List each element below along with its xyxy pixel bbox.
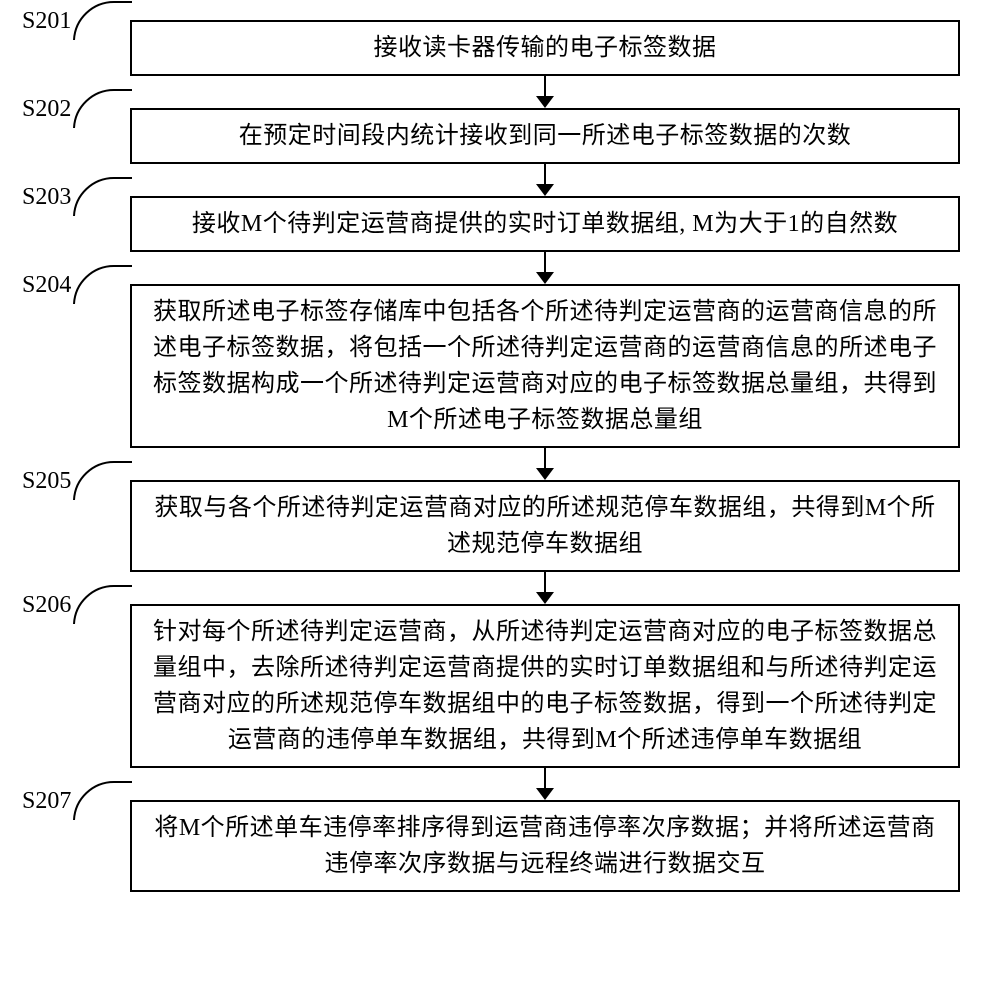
- label-connector-s206: [72, 584, 134, 631]
- step-text-s205: 获取与各个所述待判定运营商对应的所述规范停车数据组，共得到M个所述规范停车数据组: [150, 490, 940, 562]
- step-label-s204: S204: [22, 272, 71, 299]
- step-text-s202: 在预定时间段内统计接收到同一所述电子标签数据的次数: [239, 118, 852, 154]
- step-box-s203: 接收M个待判定运营商提供的实时订单数据组, M为大于1的自然数: [130, 196, 960, 252]
- step-label-s201: S201: [22, 8, 71, 35]
- step-label-s202: S202: [22, 96, 71, 123]
- step-label-s206: S206: [22, 592, 71, 619]
- label-connector-s205: [72, 460, 134, 507]
- flowchart-canvas: S201 接收读卡器传输的电子标签数据 S202 在预定时间段内统计接收到同一所述电…: [0, 0, 1000, 991]
- step-box-s204: 获取所述电子标签存储库中包括各个所述待判定运营商的运营商信息的所述电子标签数据，…: [130, 284, 960, 448]
- arrow-s205-to-s206: [525, 572, 565, 604]
- arrow-s203-to-s204: [525, 252, 565, 284]
- step-box-s205: 获取与各个所述待判定运营商对应的所述规范停车数据组，共得到M个所述规范停车数据组: [130, 480, 960, 572]
- label-connector-s202: [72, 88, 134, 135]
- arrow-s206-to-s207: [525, 768, 565, 800]
- step-text-s201: 接收读卡器传输的电子标签数据: [374, 30, 717, 66]
- arrow-s204-to-s205: [525, 448, 565, 480]
- label-connector-s204: [72, 264, 134, 311]
- step-box-s201: 接收读卡器传输的电子标签数据: [130, 20, 960, 76]
- step-box-s202: 在预定时间段内统计接收到同一所述电子标签数据的次数: [130, 108, 960, 164]
- arrow-s201-to-s202: [525, 76, 565, 108]
- step-text-s207: 将M个所述单车违停率排序得到运营商违停率次序数据；并将所述运营商违停率次序数据与…: [150, 810, 940, 882]
- step-box-s207: 将M个所述单车违停率排序得到运营商违停率次序数据；并将所述运营商违停率次序数据与…: [130, 800, 960, 892]
- step-text-s206: 针对每个所述待判定运营商，从所述待判定运营商对应的电子标签数据总量组中，去除所述…: [150, 614, 940, 758]
- label-connector-s207: [72, 780, 134, 827]
- arrow-s202-to-s203: [525, 164, 565, 196]
- label-connector-s201: [72, 0, 134, 47]
- step-text-s203: 接收M个待判定运营商提供的实时订单数据组, M为大于1的自然数: [192, 206, 898, 242]
- label-connector-s203: [72, 176, 134, 223]
- step-box-s206: 针对每个所述待判定运营商，从所述待判定运营商对应的电子标签数据总量组中，去除所述…: [130, 604, 960, 768]
- step-label-s205: S205: [22, 468, 71, 495]
- step-text-s204: 获取所述电子标签存储库中包括各个所述待判定运营商的运营商信息的所述电子标签数据，…: [150, 294, 940, 438]
- step-label-s207: S207: [22, 788, 71, 815]
- step-label-s203: S203: [22, 184, 71, 211]
